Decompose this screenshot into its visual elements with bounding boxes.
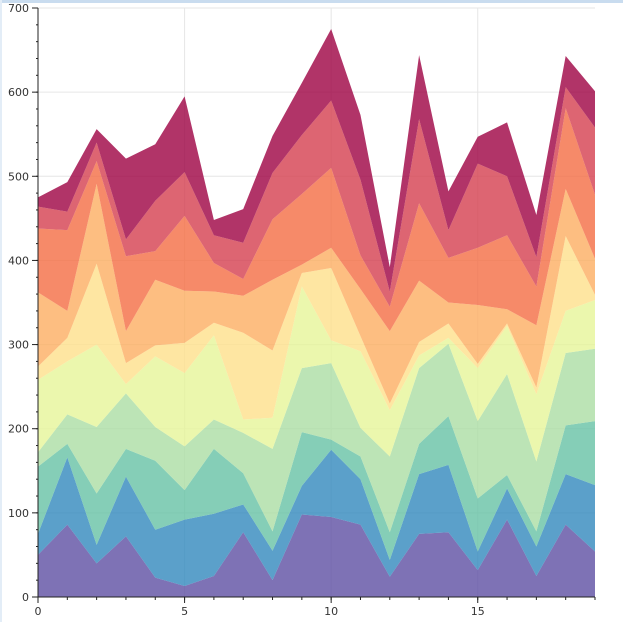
axes: 0 100 200 300 400 500 600 700 0 5 10 15: [8, 2, 596, 618]
area-band-5: [38, 286, 595, 462]
y-tick-label: 600: [8, 86, 29, 99]
area-band-2: [38, 449, 595, 587]
x-tick-label: 10: [324, 605, 338, 618]
y-tick-label: 700: [8, 2, 29, 15]
x-tick-label: 0: [35, 605, 42, 618]
top-border: [0, 0, 623, 3]
area-band-6: [38, 236, 595, 420]
area-band-4: [38, 343, 595, 533]
area-series: [38, 29, 595, 597]
x-tick-label: 5: [181, 605, 188, 618]
y-tick-label: 0: [22, 591, 29, 604]
area-band-10: [38, 29, 595, 292]
y-tick-label: 200: [8, 423, 29, 436]
area-band-9: [38, 87, 595, 307]
y-tick-label: 400: [8, 254, 29, 267]
area-band-3: [38, 416, 595, 560]
y-tick-label: 500: [8, 170, 29, 183]
left-border: [0, 0, 2, 622]
y-tick-label: 100: [8, 507, 29, 520]
y-tick-label: 300: [8, 339, 29, 352]
area-band-1: [38, 514, 595, 597]
area-band-8: [38, 108, 595, 332]
x-tick-label: 15: [471, 605, 485, 618]
area-band-7: [38, 183, 595, 404]
